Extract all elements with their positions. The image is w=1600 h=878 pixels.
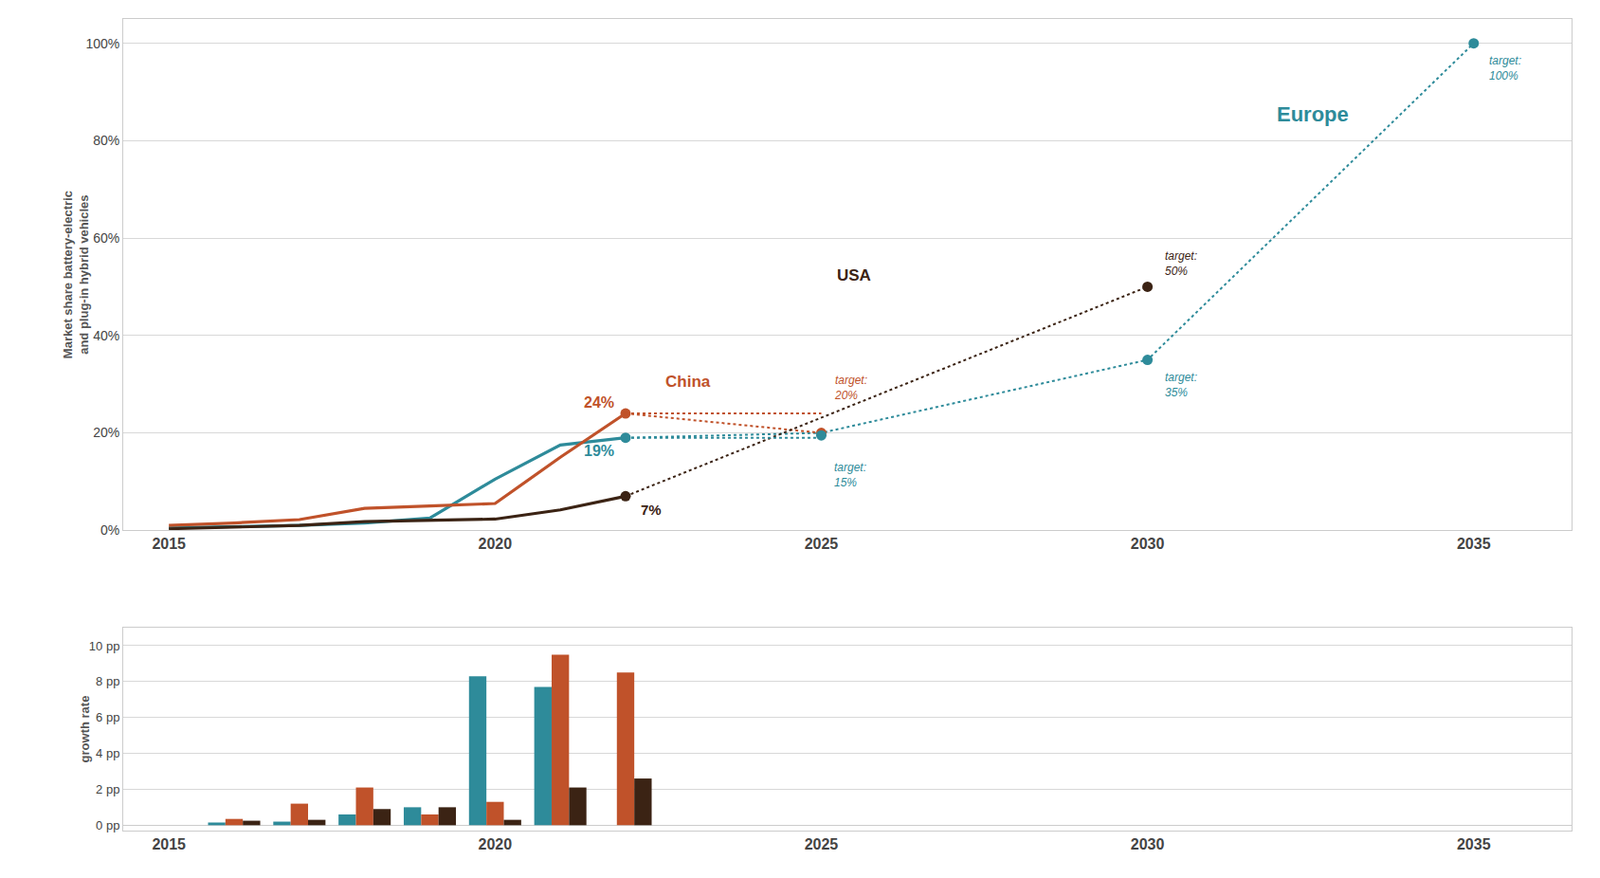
svg-text:10 pp: 10 pp	[89, 637, 121, 653]
svg-text:20%: 20%	[92, 424, 120, 440]
svg-text:19%: 19%	[583, 442, 615, 459]
svg-text:24%: 24%	[583, 394, 615, 411]
svg-text:6 pp: 6 pp	[95, 709, 120, 725]
svg-text:target:20%: target:20%	[834, 373, 868, 402]
svg-text:2025: 2025	[804, 836, 839, 853]
svg-text:40%: 40%	[92, 327, 120, 344]
svg-text:2020: 2020	[478, 535, 513, 552]
svg-text:USA: USA	[836, 266, 872, 285]
svg-text:target:50%: target:50%	[1164, 249, 1198, 278]
svg-text:2 pp: 2 pp	[95, 781, 120, 797]
svg-text:2035: 2035	[1456, 535, 1491, 552]
svg-text:growth rate: growth rate	[77, 695, 92, 764]
svg-text:60%: 60%	[92, 230, 120, 246]
svg-text:target:100%: target:100%	[1489, 54, 1522, 83]
svg-text:Market share battery-electrica: Market share battery-electricand plug-in…	[60, 190, 91, 359]
svg-text:4 pp: 4 pp	[95, 745, 120, 761]
svg-text:target:15%: target:15%	[834, 460, 867, 490]
svg-text:7%: 7%	[640, 501, 662, 518]
svg-text:target:35%: target:35%	[1164, 370, 1198, 400]
svg-text:2015: 2015	[151, 535, 186, 552]
svg-text:2030: 2030	[1130, 535, 1165, 552]
svg-text:0%: 0%	[100, 522, 120, 538]
svg-text:100%: 100%	[85, 36, 120, 52]
svg-text:8 pp: 8 pp	[95, 673, 120, 689]
svg-text:0 pp: 0 pp	[95, 818, 120, 833]
svg-text:2015: 2015	[151, 836, 186, 853]
svg-text:2020: 2020	[478, 836, 513, 853]
svg-text:2025: 2025	[804, 535, 839, 552]
svg-text:Europe: Europe	[1276, 102, 1349, 127]
svg-text:China: China	[665, 372, 711, 391]
svg-text:80%: 80%	[92, 132, 120, 148]
svg-text:2030: 2030	[1130, 836, 1165, 853]
svg-text:2035: 2035	[1456, 836, 1491, 853]
